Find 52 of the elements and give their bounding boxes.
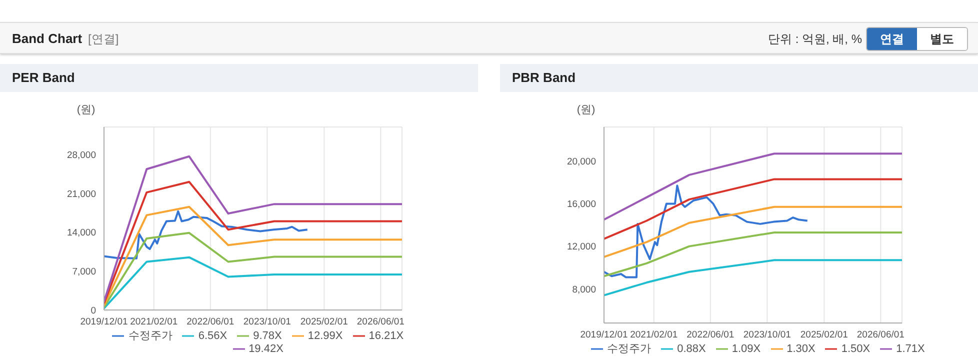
- x-tick-label: 2023/10/01: [743, 330, 791, 341]
- line-series: [104, 206, 402, 307]
- line-series: [104, 155, 402, 303]
- legend-label: 19.42X: [248, 343, 284, 355]
- legend-label: 0.88X: [677, 343, 706, 355]
- y-tick-label: 8,000: [572, 284, 596, 296]
- legend-label: 1.30X: [786, 343, 816, 355]
- x-tick-label: 2022/06/01: [686, 330, 734, 341]
- y-tick-label: 0: [90, 305, 96, 316]
- x-tick-label: 2021/02/01: [630, 330, 678, 341]
- text: 단위 : 억원, 배, %: [768, 31, 862, 48]
- legend-label: 수정주가: [128, 330, 172, 342]
- legend-label: 16.21X: [368, 330, 404, 342]
- line-series: [604, 178, 902, 240]
- x-tick-label: 2026/06/01: [856, 330, 904, 341]
- legend-label: 1.09X: [732, 343, 761, 355]
- line-series: [604, 184, 808, 278]
- x-tick-label: 2026/06/01: [356, 316, 404, 328]
- y-tick-label: 12,000: [566, 242, 596, 253]
- text: 별도: [917, 28, 967, 50]
- legend-label: 수정주가: [607, 343, 652, 355]
- chart-title: PER Band: [0, 64, 478, 92]
- line-series: [604, 231, 902, 278]
- legend-label: 6.56X: [198, 330, 228, 342]
- x-tick-label: 2023/10/01: [243, 316, 291, 328]
- y-tick-label: 14,000: [66, 228, 96, 239]
- line-series: [604, 206, 902, 258]
- y-tick-label: 7,000: [72, 266, 96, 278]
- x-tick-label: 2019/12/01: [80, 316, 128, 328]
- y-tick-label: 20,000: [566, 156, 596, 168]
- y-tick-label: 16,000: [566, 199, 596, 210]
- legend-label: 1.71X: [896, 343, 925, 355]
- text: [연결]: [88, 31, 119, 48]
- legend-label: 9.78X: [253, 330, 282, 342]
- legend-label: 1.50X: [841, 343, 870, 355]
- x-tick-label: 2022/06/01: [186, 316, 234, 328]
- y-axis-title: (원): [576, 104, 596, 116]
- text: Band Chart: [12, 31, 82, 46]
- line-series: [104, 210, 308, 260]
- x-tick-label: 2021/02/01: [130, 316, 178, 328]
- line-series: [604, 152, 902, 221]
- line-series: [104, 180, 402, 304]
- line-series: [604, 259, 902, 296]
- x-tick-label: 2025/02/01: [800, 330, 848, 341]
- x-tick-label: 2025/02/01: [300, 316, 348, 328]
- text: 연결: [867, 28, 917, 50]
- legend-label: 12.99X: [308, 330, 343, 342]
- y-tick-label: 21,000: [66, 188, 96, 200]
- y-axis-title: (원): [76, 104, 96, 116]
- chart-title: PBR Band: [500, 64, 978, 92]
- y-tick-label: 28,000: [66, 150, 96, 162]
- x-tick-label: 2019/12/01: [580, 330, 628, 341]
